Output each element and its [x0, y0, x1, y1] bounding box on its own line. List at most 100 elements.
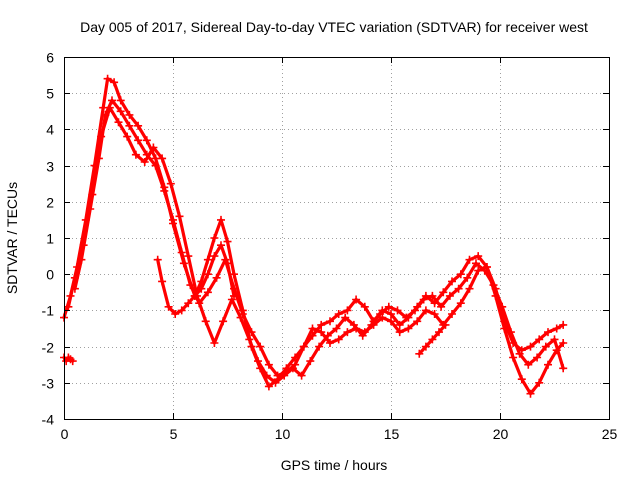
x-tick-label: 20 — [493, 426, 509, 442]
data-point — [474, 252, 483, 261]
data-point — [264, 360, 273, 369]
data-point — [395, 328, 404, 337]
y-tick-label: -3 — [42, 376, 55, 392]
data-point — [352, 295, 361, 304]
series-track-5 — [415, 320, 450, 358]
data-point — [219, 317, 228, 326]
data-point — [306, 357, 315, 366]
data-point — [171, 310, 180, 318]
data-point — [358, 331, 367, 340]
data-point — [559, 364, 568, 373]
data-point — [387, 317, 395, 326]
data-point — [456, 270, 465, 279]
data-point — [550, 335, 559, 344]
data-point — [448, 310, 456, 318]
data-point — [169, 215, 177, 224]
data-point — [332, 324, 341, 333]
data-point — [413, 317, 422, 326]
data-point — [105, 103, 114, 112]
x-axis-label: GPS time / hours — [281, 457, 388, 473]
data-point — [456, 299, 465, 308]
data-point — [203, 270, 212, 279]
data-point — [402, 313, 411, 322]
data-point — [210, 252, 219, 261]
data-point — [190, 291, 199, 300]
data-point — [343, 328, 352, 337]
data-point — [230, 291, 238, 300]
data-point — [384, 302, 393, 311]
data-point — [271, 378, 280, 387]
data-point — [428, 291, 437, 300]
data-point — [404, 324, 413, 333]
data-point — [441, 320, 450, 329]
data-point — [123, 132, 132, 141]
data-point — [203, 255, 212, 264]
data-point — [544, 360, 552, 369]
data-point — [160, 186, 169, 195]
data-point — [153, 255, 162, 264]
y-tick-label: 0 — [46, 267, 54, 283]
y-tick-label: -1 — [42, 303, 55, 319]
data-point — [166, 179, 175, 188]
data-point — [343, 306, 352, 315]
data-point — [367, 320, 376, 329]
data-point — [79, 241, 88, 250]
data-point — [448, 277, 456, 286]
data-point — [201, 317, 210, 326]
data-point — [428, 335, 437, 344]
data-point — [421, 306, 430, 315]
data-point — [149, 143, 158, 152]
data-point — [116, 96, 125, 105]
data-point — [184, 252, 193, 261]
data-point — [110, 78, 119, 87]
data-point — [299, 342, 308, 351]
data-point — [262, 371, 271, 380]
data-point — [559, 320, 568, 329]
data-point — [134, 136, 143, 145]
data-point — [297, 371, 306, 380]
data-point — [435, 328, 443, 337]
data-point — [349, 320, 358, 329]
data-point — [103, 74, 112, 83]
data-point — [256, 342, 265, 351]
data-point — [437, 302, 446, 311]
data-point — [223, 259, 232, 268]
data-point — [164, 302, 173, 311]
ticks: 0 5 10 15 20 25 -4 -3 -2 -1 0 1 2 3 4 5 6 — [42, 50, 618, 443]
y-tick-label: 2 — [46, 195, 54, 211]
data-point — [498, 302, 507, 311]
data-point — [264, 382, 273, 391]
data-point — [203, 288, 212, 297]
data-point — [245, 335, 254, 344]
x-tick-label: 25 — [602, 426, 618, 442]
data-point — [88, 190, 97, 199]
data-point — [184, 299, 193, 308]
data-point — [480, 266, 489, 275]
data-point — [439, 288, 448, 297]
x-tick-label: 0 — [61, 426, 69, 442]
data-point — [559, 339, 568, 347]
data-point — [151, 161, 160, 170]
data-point — [210, 339, 219, 347]
data-point — [541, 342, 550, 351]
data-point — [421, 342, 430, 351]
data-point — [317, 328, 326, 337]
data-point — [544, 328, 552, 337]
series-track-1 — [60, 74, 568, 391]
series-track-6 — [60, 353, 77, 366]
y-tick-label: 3 — [46, 159, 54, 175]
y-tick-label: 6 — [46, 50, 54, 66]
data-point — [131, 150, 140, 159]
data-point — [315, 342, 324, 351]
data-point — [230, 270, 238, 279]
series-line — [66, 106, 565, 385]
data-point — [108, 96, 116, 105]
data-point — [177, 248, 186, 257]
data-point — [140, 158, 149, 166]
data-point — [254, 357, 262, 366]
data-point — [552, 324, 561, 333]
data-point — [177, 306, 186, 315]
data-point — [515, 349, 524, 358]
data-point — [533, 353, 542, 362]
